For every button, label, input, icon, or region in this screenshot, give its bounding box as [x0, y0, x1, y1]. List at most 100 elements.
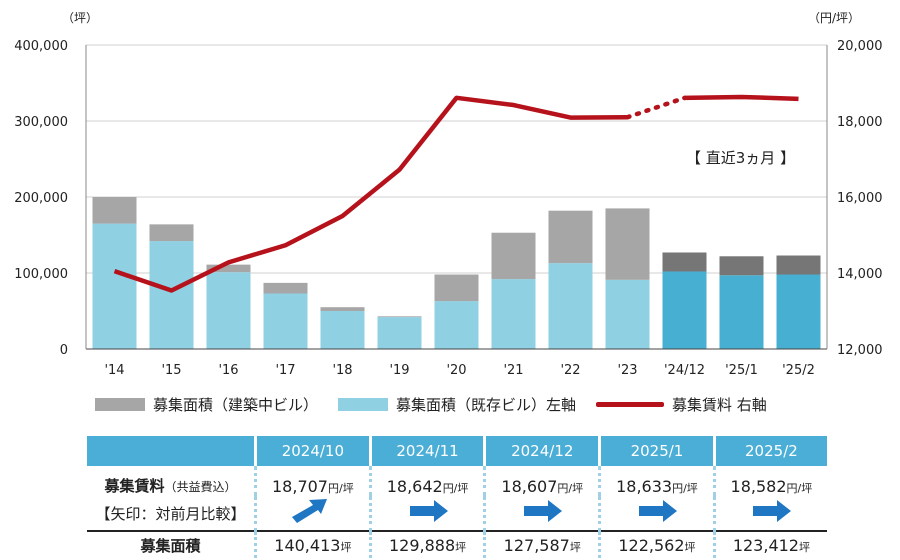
legend-rent-label: 募集賃料 右軸: [672, 395, 767, 414]
bar-construction: [149, 224, 194, 242]
x-tick-label: '20: [446, 363, 466, 378]
rent-row: 募集賃料（共益費込） 18,707円/坪 18,642円/坪 18,607円/坪…: [87, 466, 827, 496]
legend-existing-label: 募集面積（既存ビル）左軸: [396, 395, 577, 414]
rent-line-recent: [684, 94, 799, 102]
rent-unit: 円/坪: [327, 482, 354, 495]
y-right-tick-label: 16,000: [837, 191, 883, 206]
rent-value: 18,582: [730, 477, 787, 496]
chart-axes: 0 100,000 200,000 300,000 400,000 12,000 14,00…: [14, 39, 882, 378]
rent-value: 18,607: [501, 477, 558, 496]
y-left-axis-label: （坪）: [62, 11, 98, 25]
x-tick-label: '21: [503, 363, 523, 378]
y-left-tick-label: 100,000: [14, 267, 68, 282]
x-tick-label: '17: [275, 363, 295, 378]
y-right-axis-label: （円/坪）: [808, 11, 860, 25]
rent-value: 18,707: [272, 477, 328, 496]
arrow-cell: [254, 496, 371, 531]
bar-construction: [263, 282, 308, 294]
table-header-month: 2024/12: [483, 436, 600, 466]
arrow-shape: [291, 499, 327, 523]
bar-existing: [719, 275, 764, 349]
bar-construction: [491, 232, 536, 280]
bar-construction: [719, 256, 764, 276]
legend-construction-label: 募集面積（建築中ビル）: [153, 395, 319, 414]
x-tick-label: '15: [161, 363, 181, 378]
area-unit: 坪: [684, 540, 696, 554]
trend-up-arrow-icon: [291, 499, 327, 523]
area-row: 募集面積 140,413坪 129,888坪 127,587坪 122,562坪…: [87, 530, 827, 558]
bar-existing: [776, 274, 821, 349]
area-value: 129,888: [388, 535, 456, 555]
area-label: 募集面積: [87, 530, 256, 558]
area-value: 127,587: [503, 535, 570, 555]
rent-unit: 円/坪: [786, 482, 813, 495]
trend-flat-arrow-icon: [409, 500, 448, 522]
y-left-tick-label: 0: [60, 343, 68, 358]
y-right-tick-label: 14,000: [837, 267, 883, 282]
area-cell: 127,587坪: [483, 530, 600, 558]
rent-line: [113, 94, 799, 293]
arrow-cell: [483, 496, 600, 531]
table-header-blank: [87, 436, 256, 466]
chart-legend: 募集面積（建築中ビル） 募集面積（既存ビル）左軸 募集賃料 右軸: [95, 392, 787, 416]
bar-construction: [434, 274, 479, 302]
x-tick-label: '16: [218, 363, 238, 378]
arrow-row: 【矢印：対前月比較】: [87, 496, 827, 531]
bar-existing: [149, 241, 194, 349]
x-tick-label: '18: [332, 363, 352, 378]
table-header-month: 2025/2: [712, 436, 827, 466]
area-value: 122,562: [618, 535, 685, 555]
bar-existing: [320, 311, 365, 349]
table-header-row: 2024/10 2024/11 2024/12 2025/1 2025/2: [87, 436, 827, 466]
x-tick-label: '19: [389, 363, 409, 378]
bar-existing: [377, 317, 422, 349]
y-left-tick-label: 400,000: [14, 39, 68, 54]
legend-construction-swatch: [95, 397, 145, 411]
bar-existing: [263, 293, 308, 349]
area-value: 140,413: [274, 535, 341, 555]
arrow-shape: [753, 500, 792, 522]
rent-unit: 円/坪: [442, 482, 469, 495]
y-left-tick-label: 200,000: [14, 191, 68, 206]
x-tick-label: '25/2: [782, 363, 815, 378]
bar-existing: [548, 263, 593, 349]
recent-annotation: 【 直近3ヵ月 】: [686, 149, 795, 167]
x-tick-label: '14: [104, 363, 124, 378]
y-right-tick-label: 18,000: [837, 115, 883, 130]
area-unit: 坪: [340, 540, 352, 554]
rent-cell: 18,633円/坪: [598, 466, 715, 496]
chart: 0 100,000 200,000 300,000 400,000 12,000 14,00…: [14, 11, 882, 378]
bar-existing: [206, 272, 251, 349]
area-unit: 坪: [569, 540, 581, 554]
rent-unit: 円/坪: [557, 482, 584, 495]
legend-construction: 募集面積（建築中ビル）: [95, 394, 318, 415]
bar-construction: [92, 197, 137, 224]
rent-unit: 円/坪: [672, 482, 698, 495]
rent-cell: 18,607円/坪: [483, 466, 600, 496]
bar-existing: [92, 223, 137, 349]
rent-value: 18,642: [386, 477, 443, 496]
arrow-cell: [598, 496, 715, 531]
rent-line-bridge: [625, 95, 687, 120]
y-right-tick-label: 20,000: [837, 39, 883, 54]
arrow-shape: [638, 500, 677, 522]
area-unit: 坪: [455, 540, 467, 554]
trend-flat-arrow-icon: [638, 500, 677, 522]
x-tick-label: '22: [560, 363, 580, 378]
rent-line-annual: [113, 95, 628, 293]
trend-flat-arrow-icon: [524, 500, 563, 522]
y-right-tick-label: 12,000: [837, 343, 883, 358]
bar-existing: [605, 279, 650, 349]
bar-existing: [491, 279, 536, 349]
bar-construction: [206, 264, 251, 273]
bar-construction: [605, 208, 650, 280]
arrow-shape: [524, 500, 563, 522]
summary-table: 2024/10 2024/11 2024/12 2025/1 2025/2 募集…: [87, 436, 827, 558]
y-left-tick-label: 300,000: [14, 115, 68, 130]
area-unit: 坪: [798, 540, 810, 554]
bar-construction: [662, 252, 707, 272]
rent-cell: 18,642円/坪: [368, 466, 485, 496]
rent-label: 募集賃料: [104, 477, 165, 495]
x-tick-label: '24/12: [664, 363, 705, 378]
rent-value: 18,633: [616, 477, 673, 496]
